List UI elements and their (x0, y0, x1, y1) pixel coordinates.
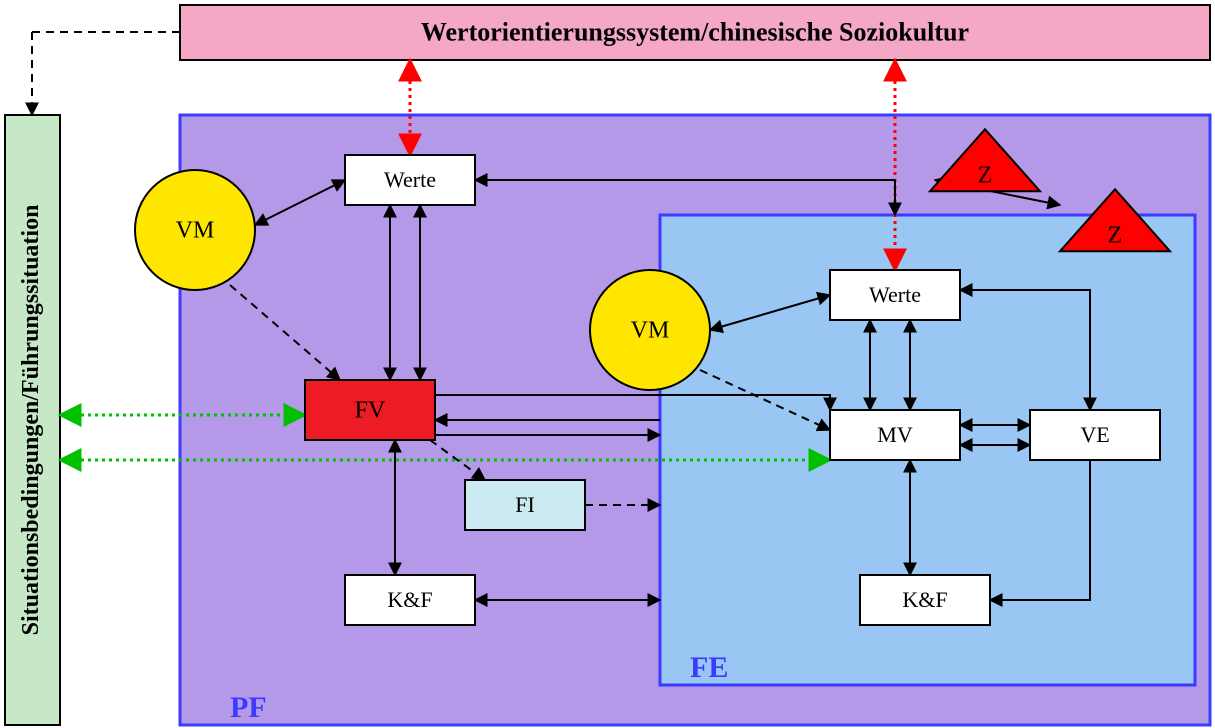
node-werte2: Werte (830, 270, 960, 320)
node-werte1: Werte (345, 155, 475, 205)
node-vm1: VM (135, 170, 255, 290)
node-fv: FV (305, 380, 435, 440)
svg-text:FE: FE (690, 651, 728, 684)
svg-text:Z: Z (1108, 223, 1123, 249)
node-vm2: VM (590, 270, 710, 390)
node-fi: FI (465, 480, 585, 530)
svg-text:VM: VM (631, 318, 670, 344)
node-mv: MV (830, 410, 960, 460)
node-ve: VE (1030, 410, 1160, 460)
svg-text:FI: FI (515, 492, 535, 517)
svg-text:MV: MV (877, 422, 913, 447)
node-kf1: K&F (345, 575, 475, 625)
svg-text:Werte: Werte (384, 167, 436, 192)
svg-text:Z: Z (978, 163, 993, 189)
svg-text:VE: VE (1080, 422, 1109, 447)
diagram-canvas: Wertorientierungssystem/chinesische Sozi… (0, 0, 1215, 728)
svg-text:Situationsbedingungen/Führungs: Situationsbedingungen/Führungssituation (18, 205, 44, 636)
svg-text:PF: PF (230, 691, 267, 724)
svg-text:FV: FV (355, 398, 386, 424)
svg-text:Werte: Werte (869, 282, 921, 307)
svg-text:Wertorientierungssystem/chines: Wertorientierungssystem/chinesische Sozi… (421, 17, 969, 46)
svg-text:K&F: K&F (387, 587, 432, 612)
svg-text:VM: VM (176, 218, 215, 244)
node-kf2: K&F (860, 575, 990, 625)
svg-text:K&F: K&F (902, 587, 947, 612)
